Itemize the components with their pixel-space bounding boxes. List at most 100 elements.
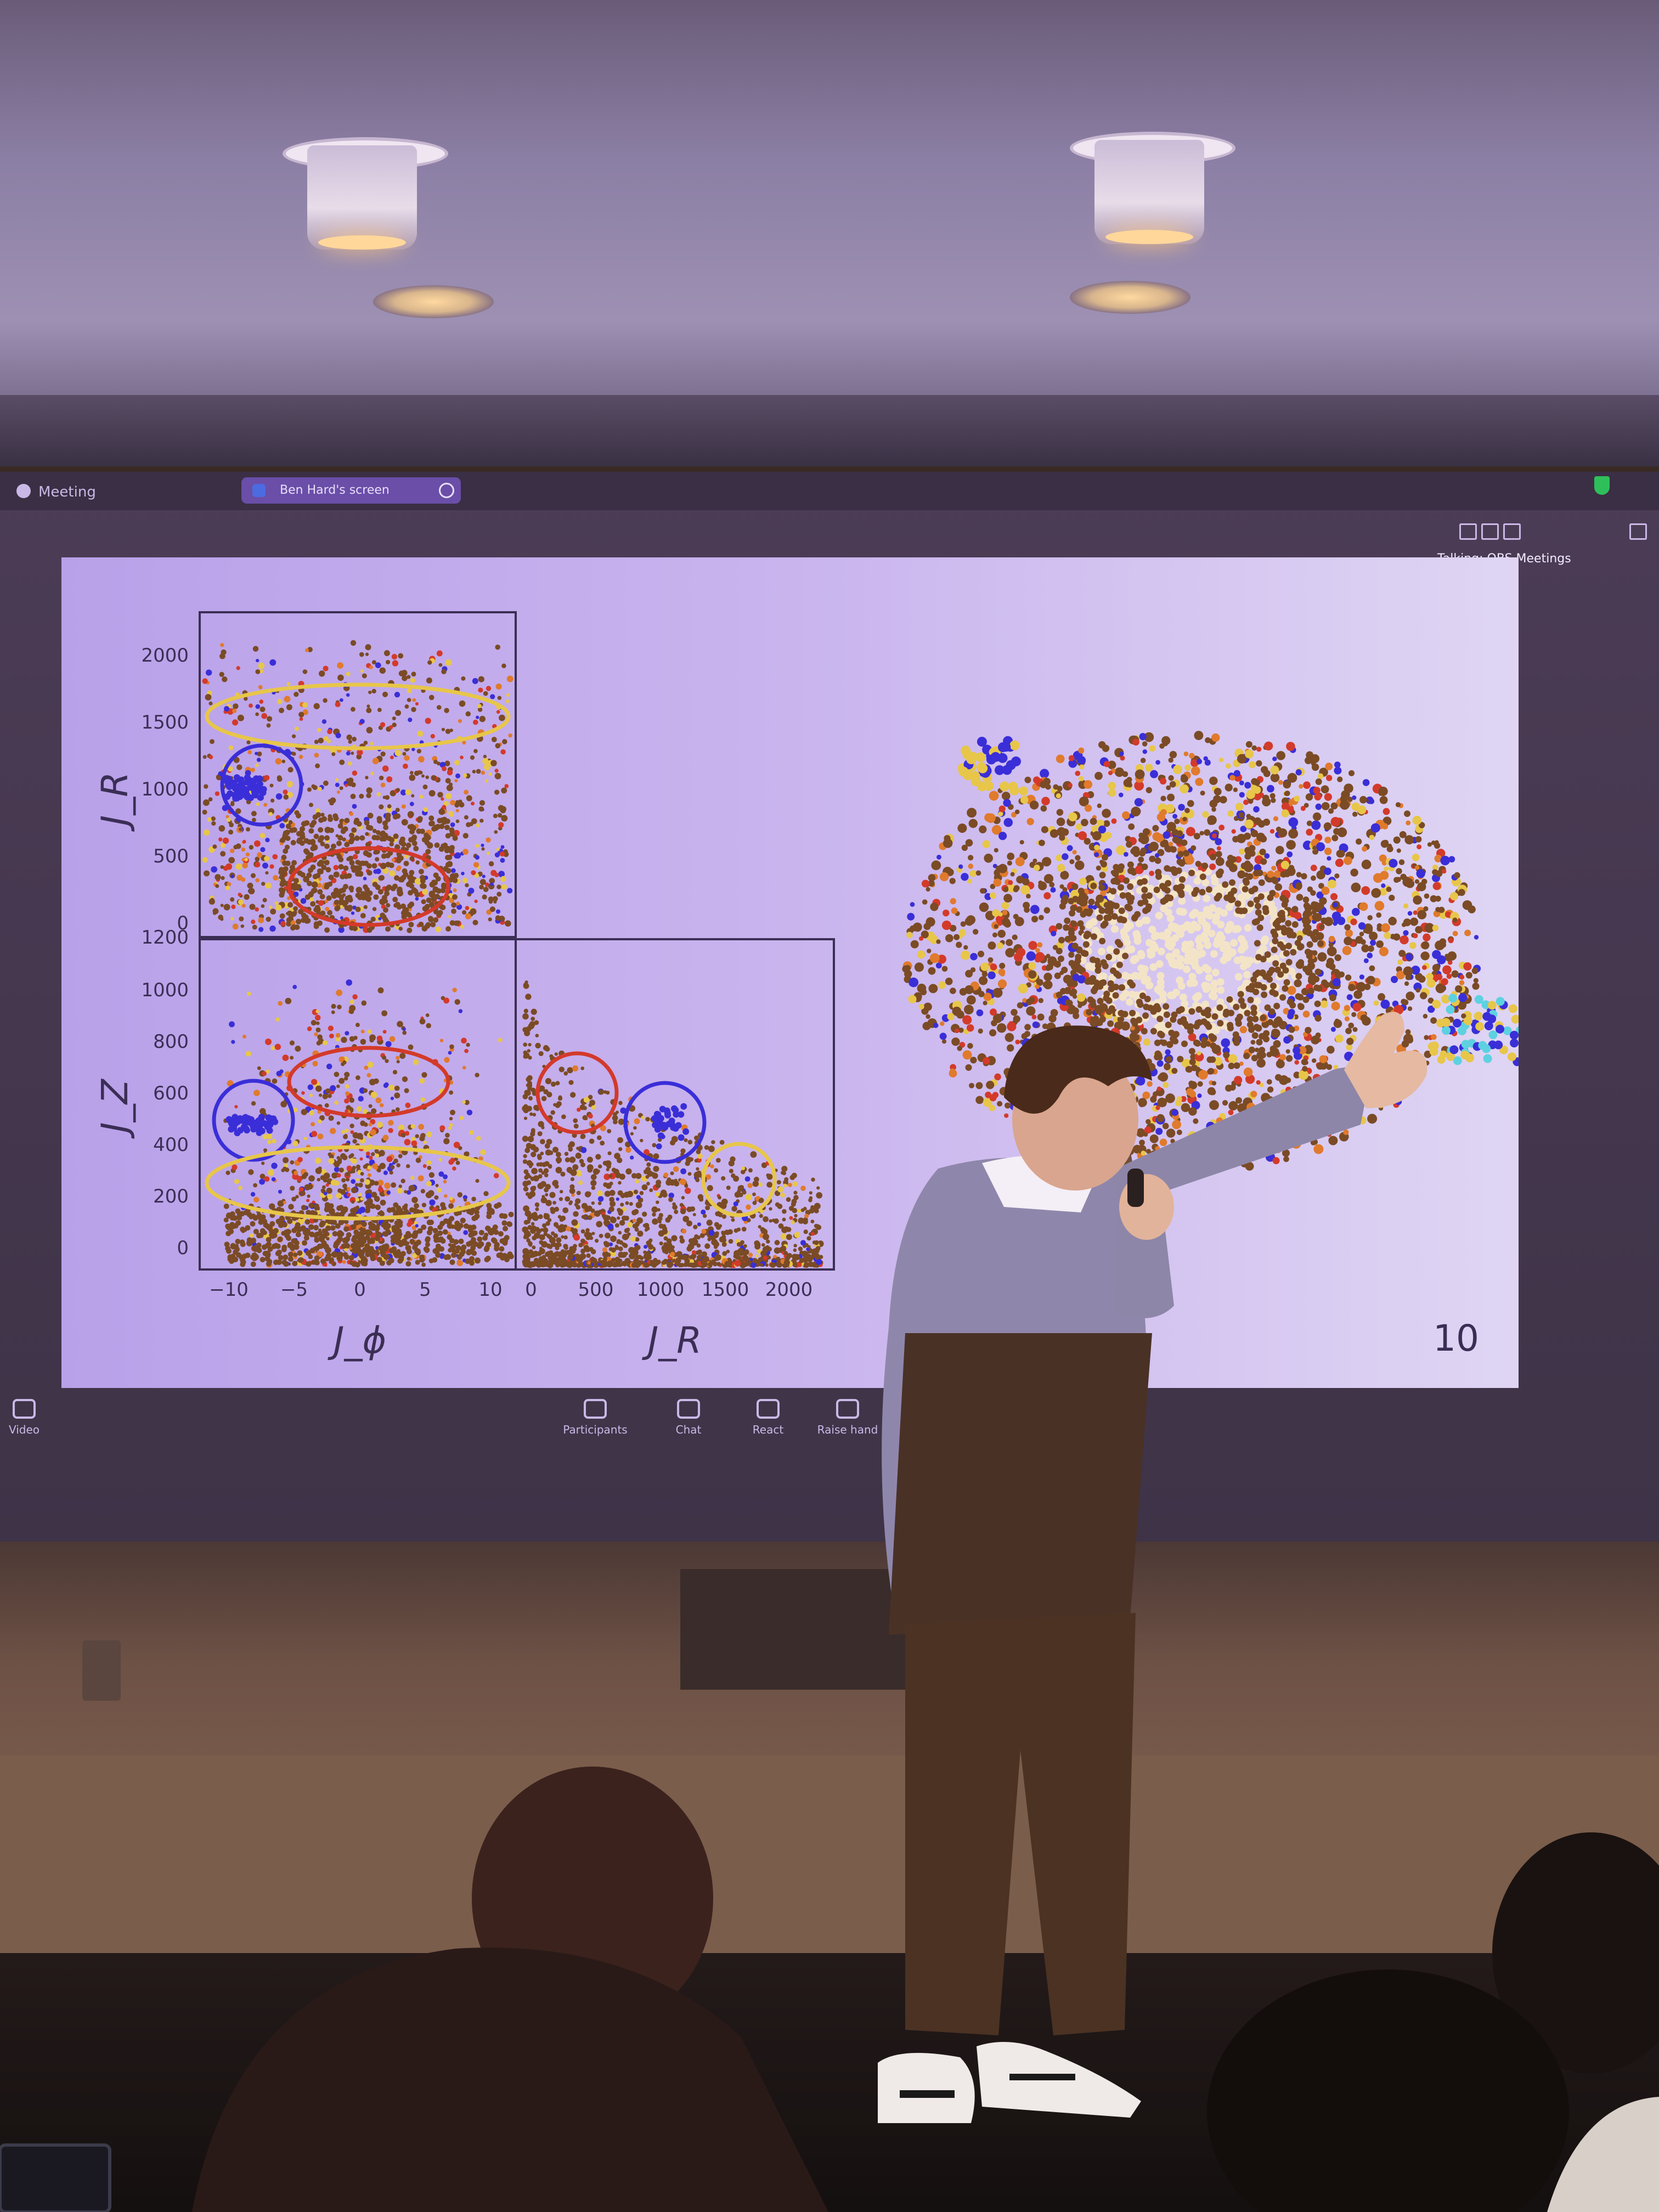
scatter-dot	[501, 884, 507, 890]
chat-button[interactable]: Chat	[669, 1399, 708, 1436]
scatter-dot	[268, 812, 273, 816]
scatter-dot	[281, 759, 286, 764]
smile-icon[interactable]	[439, 483, 454, 498]
soffit	[0, 395, 1659, 466]
scatter-dot	[437, 792, 443, 798]
scatter-dot	[230, 897, 235, 902]
scatter-dot	[204, 784, 208, 789]
scatter-dot	[436, 705, 442, 710]
scatter-dot	[315, 763, 320, 769]
scatter-dot	[479, 879, 486, 885]
wainscot	[0, 1756, 1659, 1953]
scatter-dot	[269, 864, 274, 869]
scatter-dot	[270, 798, 275, 803]
scatter-dot	[389, 870, 396, 877]
scatter-dot	[335, 782, 340, 787]
scatter-dot	[352, 736, 357, 742]
scatter-dot	[269, 905, 273, 910]
scatter-dot	[351, 707, 356, 712]
fullscreen-icon[interactable]	[1629, 523, 1647, 540]
scatter-dot	[220, 851, 226, 857]
scatter-dot	[207, 817, 212, 822]
scatter-dot	[438, 663, 443, 667]
raise-hand-icon	[836, 1399, 859, 1419]
scatter-dot	[478, 687, 483, 693]
participants-button[interactable]: Participants	[560, 1399, 631, 1436]
scatter-dot	[365, 776, 369, 780]
scatter-dot	[479, 715, 486, 723]
scatter-dot	[287, 896, 291, 900]
scatter-dot	[380, 862, 387, 870]
scatter-dot	[439, 761, 446, 768]
raise-hand-button[interactable]: Raise hand	[812, 1399, 883, 1436]
scatter-dot	[319, 670, 325, 677]
scatter-dot	[256, 802, 260, 806]
view-icon[interactable]	[1459, 523, 1477, 540]
scatter-dot	[415, 897, 419, 901]
scatter-dot	[298, 754, 303, 759]
scatter-dot	[211, 866, 218, 873]
scatter-dot	[407, 811, 414, 818]
scatter-dot	[505, 920, 511, 927]
scatter-dot	[225, 885, 230, 890]
scatter-dot	[404, 704, 409, 709]
scatter-dot	[270, 909, 276, 915]
scatter-dot	[414, 770, 420, 776]
scatter-dot	[346, 734, 352, 741]
scatter-dot	[411, 707, 416, 713]
scatter-dot	[407, 688, 412, 693]
scatter-dot	[436, 650, 443, 657]
scatter-dot	[368, 690, 372, 695]
scatter-dot	[482, 758, 489, 765]
scatter-dot	[314, 740, 319, 744]
scatter-dot	[411, 794, 415, 798]
react-button[interactable]: React	[746, 1399, 790, 1436]
scatter-dot	[422, 784, 428, 789]
shield-icon[interactable]	[1594, 476, 1610, 495]
gallery-icon[interactable]	[1481, 523, 1499, 540]
scatter-dot	[351, 751, 354, 755]
share-icon	[252, 484, 266, 497]
scatter-dot	[227, 882, 232, 887]
scatter-dot	[491, 736, 497, 742]
scatter-dot	[466, 795, 472, 802]
scatter-dot	[382, 795, 386, 799]
scatter-dot	[416, 749, 421, 754]
scatter-dot	[262, 898, 267, 902]
scatter-dot	[337, 674, 344, 681]
scatter-dot	[255, 712, 259, 716]
scatter-dot	[433, 759, 438, 764]
scatter-dot	[486, 851, 490, 855]
scatter-dot	[302, 702, 308, 708]
scatter-dot	[394, 749, 402, 757]
speaker-icon[interactable]	[1503, 523, 1521, 540]
scatter-dot	[274, 901, 279, 905]
scatter-dot	[462, 741, 466, 745]
share-indicator[interactable]: Ben Hard's screen	[241, 477, 461, 504]
scatter-dot	[365, 652, 369, 656]
scatter-dot	[490, 882, 494, 886]
scatter-dot	[248, 888, 255, 895]
scatter-dot	[360, 669, 364, 673]
scatter-dot	[427, 660, 432, 665]
scatter-dot	[255, 763, 259, 768]
zoom-top-bar: Meeting Ben Hard's screen	[0, 472, 1659, 510]
scatter-dot	[279, 823, 285, 829]
scatter-dot	[286, 704, 292, 710]
scatter-dot	[252, 646, 259, 652]
scatter-dot	[261, 713, 268, 719]
scatter-dot	[395, 808, 400, 812]
scatter-dot	[305, 648, 309, 652]
scatter-dot	[401, 804, 406, 809]
video-button[interactable]: Video	[8, 1399, 41, 1436]
scatter-dot	[425, 718, 431, 724]
scatter-dot	[404, 755, 410, 761]
scatter-dot	[264, 856, 270, 862]
scatter-dot	[235, 863, 242, 870]
scatter-dot	[470, 755, 475, 760]
scatter-dot	[379, 667, 386, 674]
scatter-dot	[236, 666, 240, 670]
scatter-dot	[307, 647, 313, 652]
meeting-label[interactable]: Meeting	[38, 484, 96, 500]
scatter-dot	[212, 908, 219, 915]
